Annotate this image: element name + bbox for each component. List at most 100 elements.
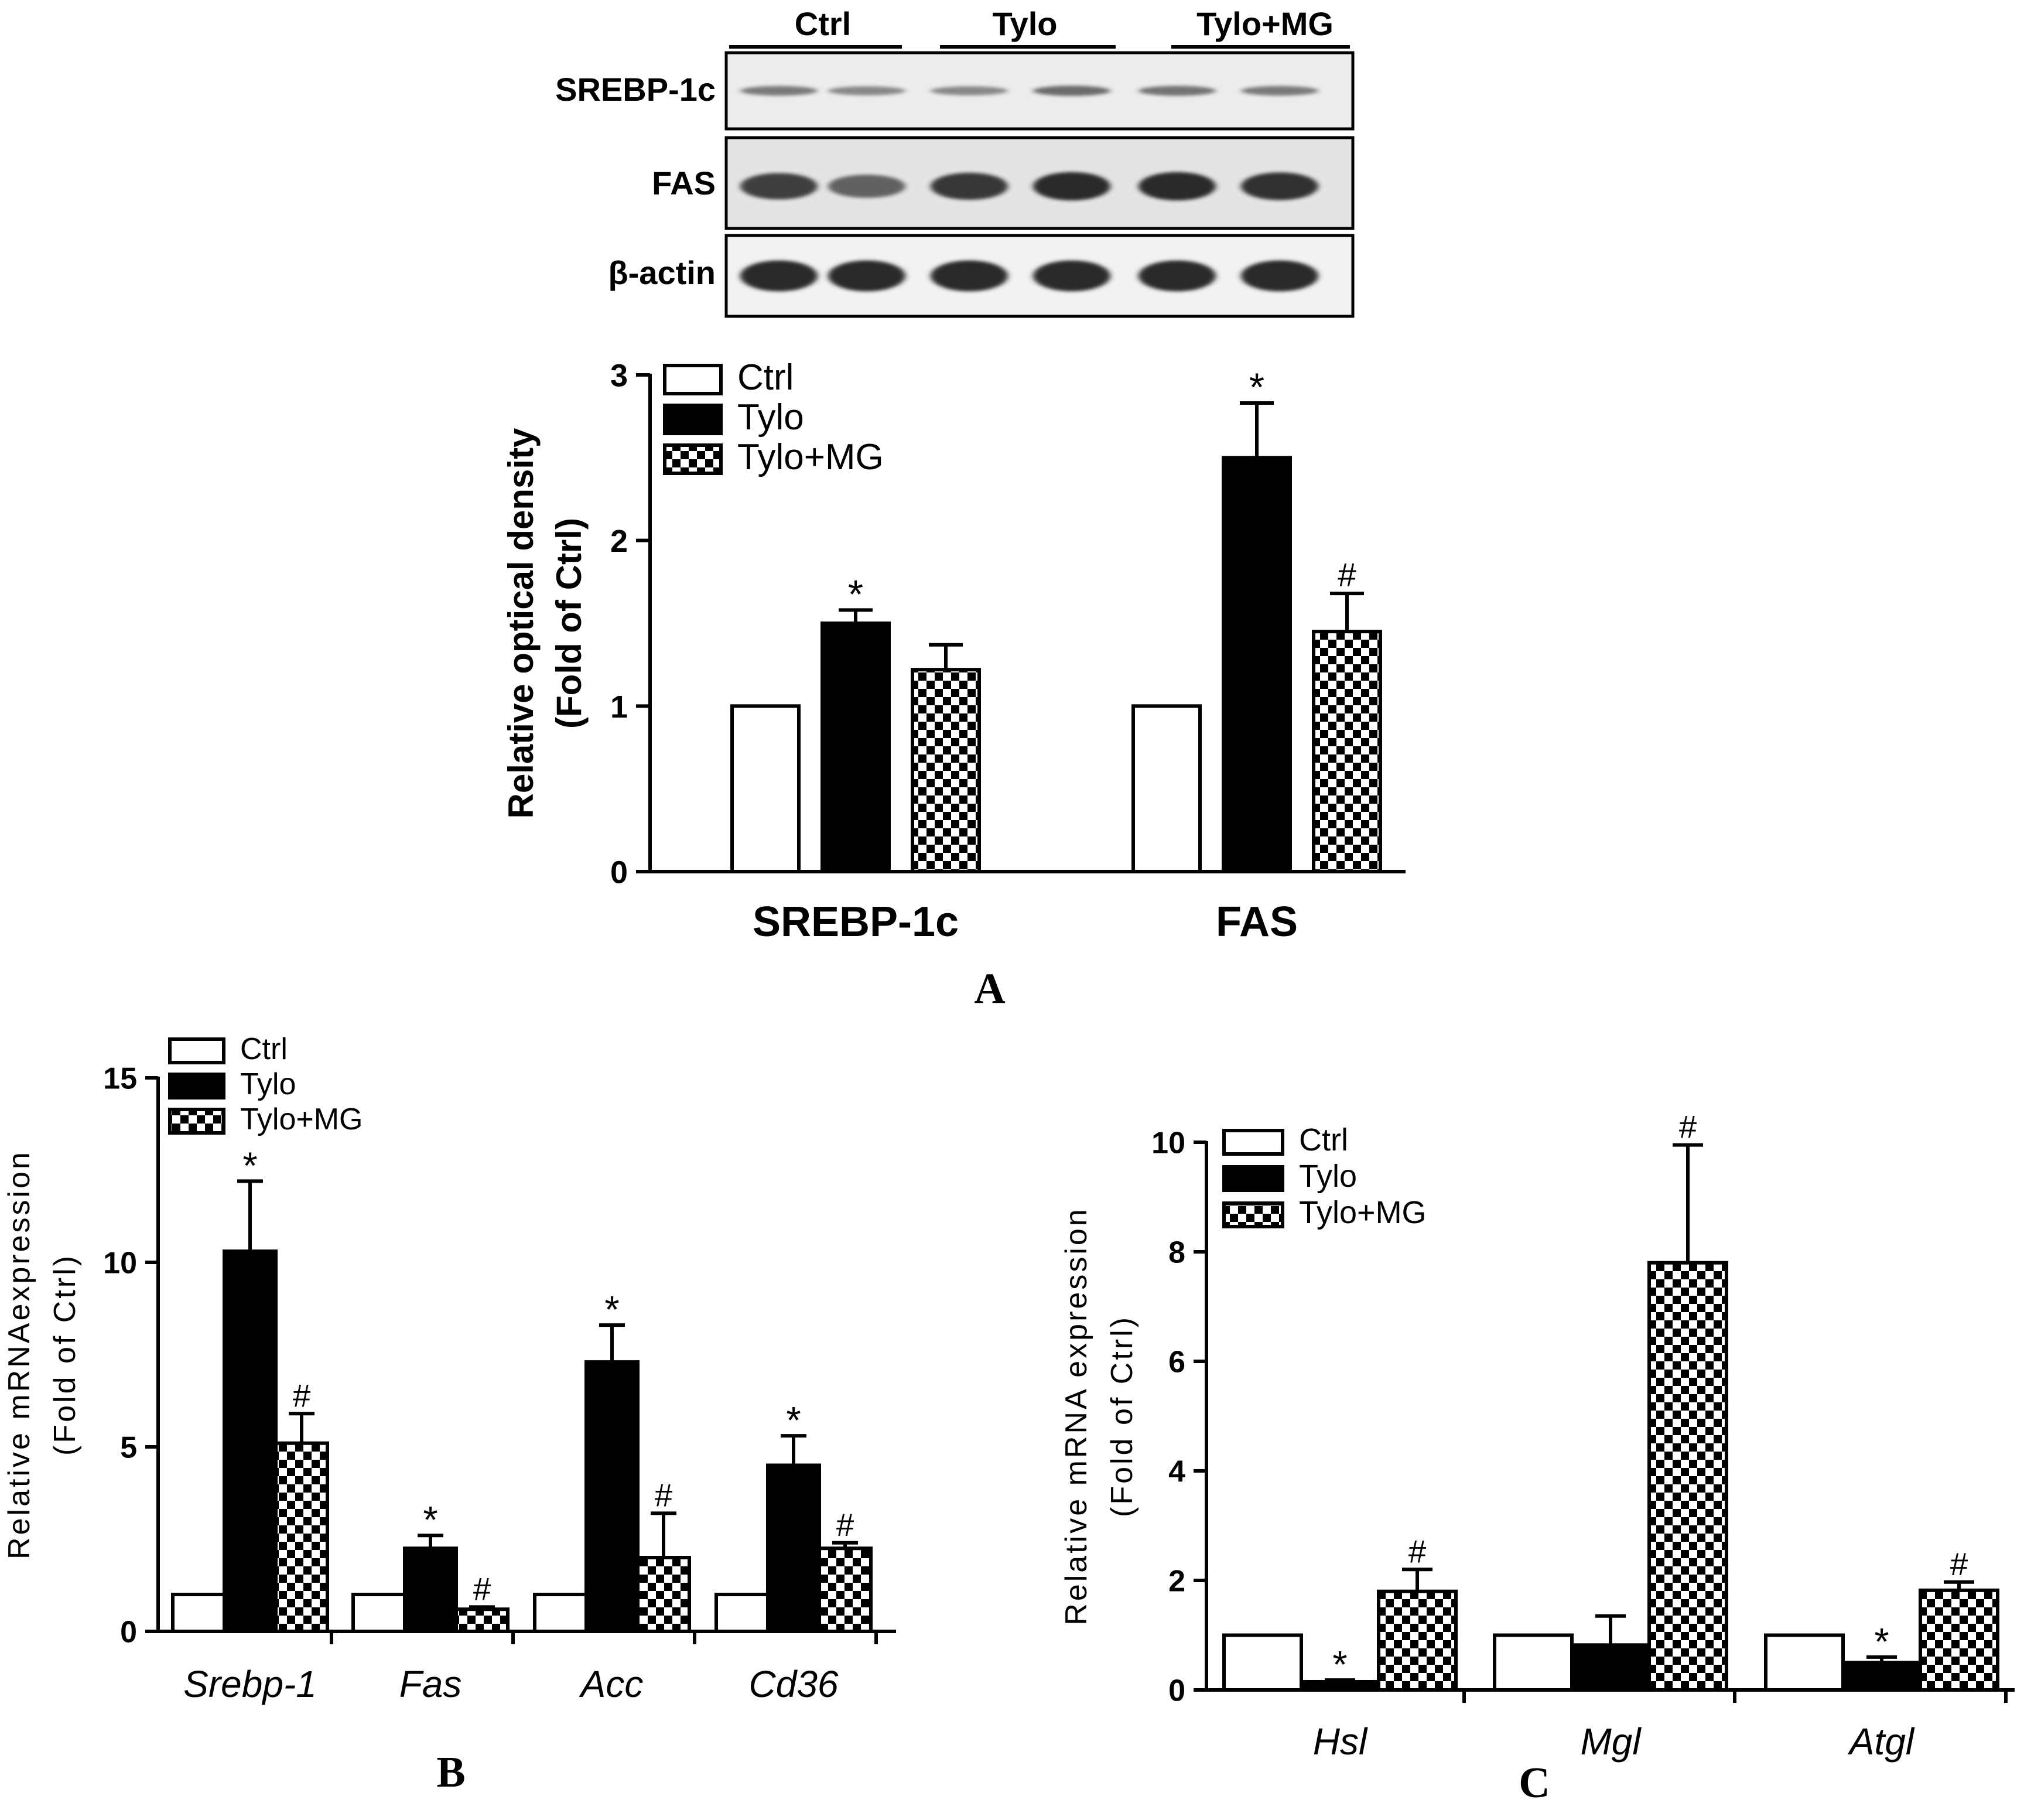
- bar: [818, 1546, 873, 1633]
- bar: [1377, 1589, 1458, 1692]
- significance-mark: #: [1679, 1109, 1697, 1145]
- bar: [1764, 1633, 1845, 1692]
- legend-label: Tylo: [1299, 1159, 1357, 1194]
- legend-label: Ctrl: [1299, 1122, 1348, 1157]
- blot-row-label-beta-actin: β-actin: [608, 254, 716, 291]
- bar: [636, 1556, 691, 1633]
- x-category-label: Mgl: [1580, 1720, 1642, 1763]
- blot-band: [740, 173, 818, 200]
- bar: [1647, 1261, 1728, 1692]
- y-axis-title: (Fold of Ctrl): [549, 518, 589, 729]
- significance-mark: #: [473, 1571, 491, 1607]
- x-category-label: Acc: [579, 1663, 644, 1705]
- y-tick-label: 6: [1168, 1346, 1185, 1379]
- significance-mark: *: [848, 572, 863, 616]
- chart-panel-c: * # # * #0 2 4 6 8 10 Hsl Mgl Atgl Relative mRNA expr…: [1059, 1109, 2015, 1807]
- legend-swatch: [663, 364, 723, 395]
- y-tick-label: 3: [610, 358, 628, 393]
- y-tick-label: 2: [1168, 1565, 1185, 1599]
- significance-mark: #: [1408, 1534, 1427, 1569]
- x-category-label: Atgl: [1847, 1720, 1915, 1763]
- blot-band: [740, 86, 818, 96]
- blot-group-label-ctrl: Ctrl: [795, 5, 851, 42]
- bar: [351, 1593, 406, 1633]
- bar: [766, 1463, 821, 1633]
- blot-band: [1138, 172, 1216, 201]
- y-axis-title: (Fold of Ctrl): [48, 1254, 82, 1456]
- legend-swatch: [663, 443, 723, 475]
- blot-band: [1241, 86, 1318, 96]
- x-category-label: FAS: [1216, 899, 1298, 945]
- blot-band: [828, 175, 905, 198]
- legend-swatch: [168, 1108, 225, 1135]
- blot-row-label-srebp1c: SREBP-1c: [555, 71, 716, 108]
- legend-swatch: [1222, 1165, 1284, 1192]
- bar: [1222, 456, 1292, 873]
- bar: [171, 1593, 226, 1633]
- significance-mark: #: [836, 1507, 854, 1543]
- bar: [1312, 630, 1382, 873]
- y-tick-label: 15: [103, 1062, 137, 1096]
- bar: [820, 622, 891, 873]
- legend-label: Tylo+MG: [1299, 1195, 1427, 1230]
- chart-panel-b: * # * # * # * #0 5 10 15 Srebp-1 Fas Acc Cd36 Relative …: [2, 1032, 896, 1797]
- western-blot: Ctrl Tylo Tylo+MG SREBP-1c FAS β-actin: [555, 5, 1355, 318]
- significance-mark: *: [1332, 1643, 1347, 1686]
- x-category-label: Hsl: [1313, 1720, 1368, 1763]
- y-axis-title: (Fold of Ctrl): [1105, 1315, 1139, 1517]
- panel-letter: C: [1519, 1759, 1550, 1807]
- bar: [274, 1441, 329, 1633]
- significance-mark: #: [293, 1378, 311, 1413]
- bar: [1841, 1661, 1922, 1692]
- x-category-label: Srebp-1: [183, 1663, 317, 1705]
- bar: [1919, 1588, 1999, 1692]
- bar: [223, 1249, 278, 1634]
- significance-mark: *: [1249, 366, 1264, 409]
- y-tick-label: 10: [1151, 1126, 1185, 1160]
- legend-swatch: [663, 404, 723, 435]
- blot-group-label-tylo-mg: Tylo+MG: [1196, 5, 1334, 42]
- blot-band: [1033, 86, 1110, 96]
- bar: [714, 1593, 770, 1633]
- bar: [911, 668, 981, 873]
- bar: [730, 704, 801, 874]
- legend-swatch: [1222, 1129, 1284, 1156]
- y-axis-title: Relative mRNAexpression: [2, 1150, 36, 1559]
- bar: [403, 1546, 458, 1633]
- bar: [584, 1360, 640, 1634]
- panel-letter: B: [436, 1749, 465, 1797]
- y-tick-label: 4: [1168, 1455, 1185, 1489]
- significance-mark: *: [423, 1498, 437, 1541]
- blot-band: [931, 86, 1008, 95]
- legend-swatch: [168, 1073, 225, 1099]
- blot-band: [931, 260, 1008, 292]
- significance-mark: #: [1950, 1546, 1968, 1582]
- y-tick-label: 1: [610, 689, 628, 725]
- legend-label: Ctrl: [737, 357, 794, 398]
- blot-band: [1033, 172, 1110, 201]
- x-category-label: Cd36: [749, 1663, 839, 1705]
- y-tick-label: 5: [120, 1431, 137, 1465]
- blot-band: [828, 86, 905, 95]
- legend-label: Tylo: [737, 397, 804, 438]
- bar: [1222, 1633, 1303, 1692]
- y-tick-label: 8: [1168, 1236, 1185, 1270]
- chart-panel-a: * * #0 1 2 3 SREBP-1c FAS Relative optical densi…: [501, 357, 1406, 1013]
- blot-band: [1138, 86, 1216, 96]
- legend-label: Ctrl: [240, 1032, 288, 1066]
- blot-bands: [740, 86, 1318, 292]
- x-category-label: SREBP-1c: [753, 899, 959, 945]
- y-axis-title: Relative optical density: [501, 428, 541, 819]
- y-tick-label: 0: [1168, 1674, 1185, 1708]
- y-tick-label: 2: [610, 524, 628, 559]
- legend-label: Tylo+MG: [240, 1102, 363, 1136]
- blot-band: [740, 260, 818, 292]
- legend-swatch: [168, 1037, 225, 1064]
- blot-band: [1138, 260, 1216, 292]
- blot-band: [1241, 172, 1318, 200]
- legend-label: Tylo: [240, 1067, 296, 1101]
- bar: [454, 1607, 510, 1633]
- blot-row-label-fas: FAS: [652, 165, 716, 202]
- blot-band: [1033, 260, 1110, 292]
